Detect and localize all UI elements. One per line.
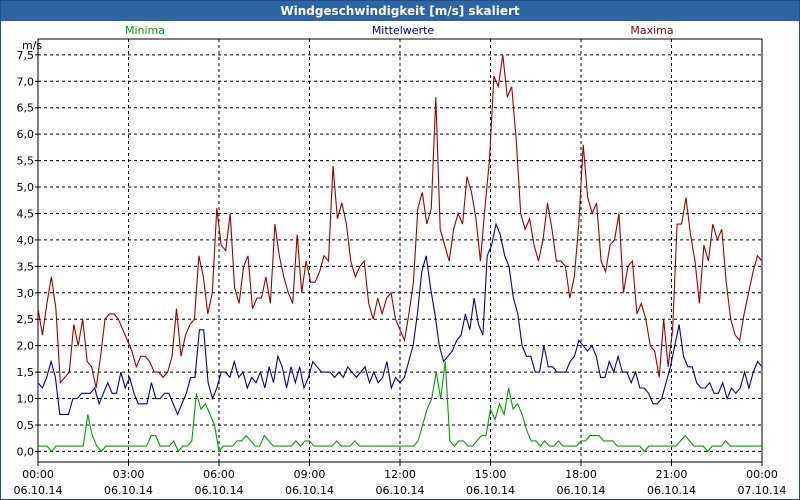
y-axis: 0,0 0,5 1,0 1,5 2,0 2,5 3,0 3,5 4,0 4,5 5,0 5,5 6,0 6… bbox=[17, 49, 38, 458]
x-axis: 00:00 06.10.14 03:00 06.10.14 06:00 06.10.14 0… bbox=[14, 462, 787, 497]
legend-maxima: Maxima bbox=[630, 24, 673, 37]
y-tick-label: 7,5 bbox=[17, 49, 35, 62]
y-tick-label: 2,0 bbox=[17, 340, 35, 353]
series-line-minima bbox=[38, 361, 762, 453]
x-tick-time: 09:00 bbox=[294, 468, 326, 481]
x-tick-time: 03:00 bbox=[113, 468, 145, 481]
y-axis-unit-label: m/s bbox=[22, 39, 42, 52]
chart-title: Windgeschwindigkeit [m/s] skaliert bbox=[1, 1, 799, 21]
series bbox=[37, 54, 763, 453]
x-tick-date: 06.10.14 bbox=[466, 484, 515, 497]
x-tick-time: 06:00 bbox=[203, 468, 235, 481]
y-tick-label: 4,0 bbox=[17, 234, 35, 247]
x-tick-time: 18:00 bbox=[565, 468, 597, 481]
y-tick-label: 6,0 bbox=[17, 128, 35, 141]
x-tick-date: 06.10.14 bbox=[285, 484, 334, 497]
x-tick-date: 06.10.14 bbox=[376, 484, 425, 497]
y-tick-label: 4,5 bbox=[17, 207, 35, 220]
x-tick-time: 21:00 bbox=[656, 468, 688, 481]
y-tick-label: 3,0 bbox=[17, 287, 35, 300]
y-tick-label: 5,5 bbox=[17, 155, 35, 168]
x-tick-date: 07.10.14 bbox=[738, 484, 787, 497]
y-tick-label: 1,0 bbox=[17, 393, 35, 406]
x-tick-time: 15:00 bbox=[475, 468, 507, 481]
y-tick-label: 0,0 bbox=[17, 445, 35, 458]
x-tick-date: 06.10.14 bbox=[104, 484, 153, 497]
series-line-mittelwerte bbox=[37, 222, 763, 416]
legend-mittelwerte: Mittelwerte bbox=[372, 24, 435, 37]
y-tick-label: 6,5 bbox=[17, 102, 35, 115]
x-tick-date: 06.10.14 bbox=[195, 484, 244, 497]
x-tick-time: 12:00 bbox=[384, 468, 416, 481]
y-tick-label: 3,5 bbox=[17, 260, 35, 273]
y-tick-label: 5,0 bbox=[17, 181, 35, 194]
x-tick-date: 06.10.14 bbox=[647, 484, 696, 497]
x-tick-date: 06.10.14 bbox=[557, 484, 606, 497]
y-tick-label: 1,5 bbox=[17, 366, 35, 379]
series-line-maxima bbox=[37, 54, 763, 389]
y-tick-label: 0,5 bbox=[17, 419, 35, 432]
y-tick-label: 7,0 bbox=[17, 75, 35, 88]
x-tick-time: 00:00 bbox=[746, 468, 778, 481]
x-tick-date: 06.10.14 bbox=[14, 484, 63, 497]
x-tick-time: 00:00 bbox=[22, 468, 54, 481]
legend-minima: Minima bbox=[125, 24, 165, 37]
y-tick-label: 2,5 bbox=[17, 313, 35, 326]
